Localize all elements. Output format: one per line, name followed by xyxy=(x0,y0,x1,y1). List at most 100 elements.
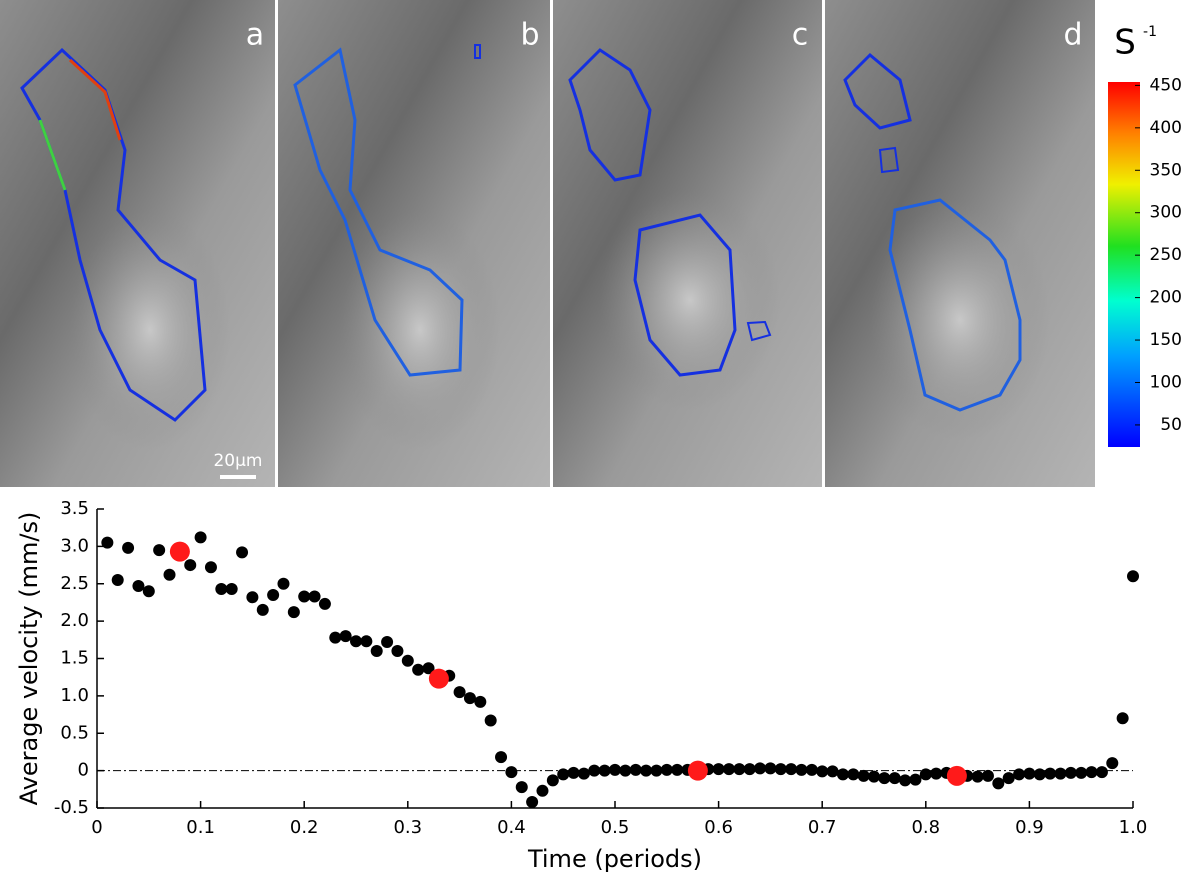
y-tick-label: -0.5 xyxy=(54,797,89,818)
scatter-point xyxy=(287,606,300,619)
x-tick-label: 0.6 xyxy=(704,817,733,838)
scatter-point xyxy=(1116,712,1129,725)
scatter-point xyxy=(453,686,466,699)
scatter-point xyxy=(298,590,311,603)
colorbar-tick-label: 450 xyxy=(1150,75,1182,95)
scatter-point xyxy=(743,763,756,776)
scatter-point xyxy=(536,784,549,797)
x-tick-label: 0.3 xyxy=(393,817,422,838)
panel-c xyxy=(553,0,822,487)
scatter-point xyxy=(142,585,155,598)
image-panels: a b c d 20μm xyxy=(0,0,1095,487)
scatter-point xyxy=(515,781,528,794)
colorbar-tick-label: 100 xyxy=(1150,372,1182,392)
scatter-point xyxy=(816,765,829,778)
scatter-point xyxy=(246,591,259,604)
scale-bar xyxy=(220,475,256,479)
colorbar-tick-label: 350 xyxy=(1150,160,1182,180)
scatter-point xyxy=(836,768,849,781)
scatter-point xyxy=(401,654,414,667)
scatter-point xyxy=(847,768,860,781)
y-tick-label: 1.0 xyxy=(60,685,89,706)
scatter-point xyxy=(1013,768,1026,781)
scatter-point xyxy=(132,579,145,592)
x-tick-label: 0.1 xyxy=(186,817,215,838)
scatter-point xyxy=(1044,767,1057,780)
scatter-point xyxy=(215,582,228,595)
scatter-point xyxy=(1023,767,1036,780)
scatter-point xyxy=(1054,767,1067,780)
colorbar-tick-label: 300 xyxy=(1150,203,1182,223)
scatter-point xyxy=(1085,766,1098,779)
scatter-point xyxy=(463,692,476,705)
scatter-point xyxy=(919,768,932,781)
scatter-point xyxy=(256,603,269,616)
scatter-point xyxy=(474,695,487,708)
scatter-point xyxy=(577,767,590,780)
scatter-point xyxy=(992,777,1005,790)
scatter-point xyxy=(712,763,725,776)
y-axis-label: Average velocity (mm/s) xyxy=(15,512,43,806)
scatter-point xyxy=(826,765,839,778)
x-tick-label: 0.7 xyxy=(808,817,837,838)
scatter-point xyxy=(722,763,735,776)
panel-label: d xyxy=(1063,18,1082,53)
y-tick-label: 0 xyxy=(78,760,89,781)
panel-label: a xyxy=(246,18,264,53)
scatter-point xyxy=(1095,766,1108,779)
scatter-point xyxy=(1064,766,1077,779)
scatter-point xyxy=(360,635,373,648)
scatter-point xyxy=(339,630,352,643)
x-tick-label: 1.0 xyxy=(1119,817,1148,838)
colorbar-title-superscript: -1 xyxy=(1143,24,1157,40)
scatter-point xyxy=(888,772,901,785)
scatter-point xyxy=(764,762,777,775)
scatter-point xyxy=(350,635,362,648)
scatter-point xyxy=(878,772,891,785)
scatter-point xyxy=(619,764,632,777)
scatter-point xyxy=(971,770,984,783)
scatter-point xyxy=(629,763,642,776)
y-tick-label: 0.5 xyxy=(60,722,89,743)
panel-b xyxy=(278,0,550,487)
scatter-point xyxy=(660,763,673,776)
scatter-point xyxy=(899,774,912,787)
scatter-point xyxy=(1033,768,1046,781)
scatter-point xyxy=(169,541,190,562)
colorbar-tick-label: 400 xyxy=(1150,118,1182,138)
scatter-point xyxy=(318,597,331,610)
scale-bar-label: 20μm xyxy=(213,451,262,471)
scatter-point xyxy=(370,645,383,658)
scatter-point xyxy=(122,541,135,554)
scatter-point xyxy=(909,773,922,786)
scatter-point xyxy=(526,796,539,809)
scatter-point xyxy=(204,561,217,574)
scatter-point xyxy=(381,636,394,649)
scatter-point xyxy=(277,577,290,590)
scatter-point xyxy=(1002,772,1015,785)
scatter-point xyxy=(671,763,684,776)
x-tick-label: 0.4 xyxy=(497,817,526,838)
scatter-point xyxy=(795,763,808,776)
scatter-point xyxy=(930,767,943,780)
scatter-point xyxy=(308,590,321,603)
y-tick-label: 2.5 xyxy=(60,573,89,594)
scatter-point xyxy=(557,768,570,781)
scatter-point xyxy=(484,714,497,727)
colorbar xyxy=(1108,82,1140,447)
scatter-point xyxy=(785,763,798,776)
panel-label: c xyxy=(792,18,809,53)
scatter-point xyxy=(101,536,114,549)
scatter-point xyxy=(153,544,166,557)
scatter-point xyxy=(1127,570,1139,583)
scatter-point xyxy=(163,568,176,581)
scatter-point xyxy=(546,774,559,787)
y-tick-label: 3.5 xyxy=(60,498,89,519)
scatter-point xyxy=(868,770,880,783)
scatter-point xyxy=(946,765,967,786)
panel-label: b xyxy=(520,18,539,53)
scatter-point xyxy=(1106,757,1119,770)
scatter-point xyxy=(422,662,435,675)
scatter-point xyxy=(495,751,508,764)
